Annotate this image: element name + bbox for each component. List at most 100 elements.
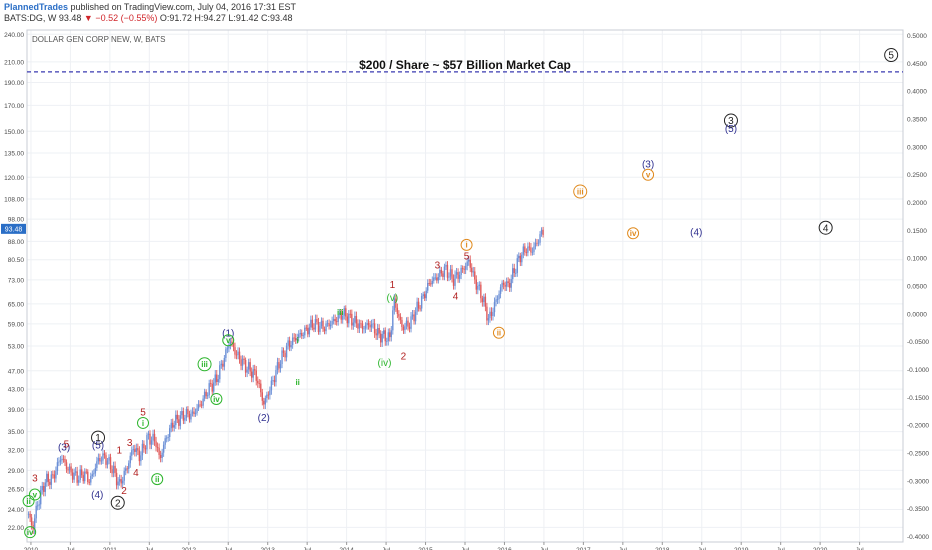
candle-body xyxy=(290,345,292,348)
time-tick-label: Jul xyxy=(777,547,786,550)
candle-body xyxy=(310,319,312,328)
candle-body xyxy=(320,320,323,326)
candle-body xyxy=(519,255,522,263)
candle-body xyxy=(152,433,154,441)
candle-body xyxy=(505,281,508,287)
publish-line: PlannedTrades published on TradingView.c… xyxy=(4,2,296,12)
candle-body xyxy=(250,371,253,378)
price-chart[interactable]: 240.00210.00190.00170.00150.00135.00120.… xyxy=(0,26,932,550)
candle-body xyxy=(270,380,273,391)
candle-body xyxy=(417,301,420,309)
candle-body xyxy=(525,252,528,253)
candle-body xyxy=(97,458,100,462)
wave-label: 3 xyxy=(728,116,734,127)
candle-body xyxy=(96,461,98,468)
candle-body xyxy=(334,318,336,322)
candle-body xyxy=(146,435,148,450)
wave-label: (1) xyxy=(222,328,234,339)
candle-body xyxy=(369,325,371,328)
candle-body xyxy=(442,273,444,277)
candle-body xyxy=(214,374,216,383)
candle-body xyxy=(56,462,59,471)
wave-label: iii xyxy=(337,308,344,317)
candle-body xyxy=(135,448,138,452)
candle-body xyxy=(58,461,60,463)
candle-body xyxy=(422,294,424,297)
candle-body xyxy=(516,258,518,273)
candle-body xyxy=(540,229,543,235)
candle-body xyxy=(384,330,386,342)
candle-body xyxy=(484,296,487,307)
candle-body xyxy=(358,323,361,329)
price-tick-label: 73.00 xyxy=(8,277,25,284)
candle-body xyxy=(275,370,277,383)
time-tick-label: Jul xyxy=(461,547,470,550)
candle-body xyxy=(102,453,104,461)
price-tick-label: 120.00 xyxy=(4,175,24,182)
candle-body xyxy=(413,314,415,322)
wave-label: i xyxy=(142,419,144,428)
candle-body xyxy=(351,313,353,326)
candle-body xyxy=(434,277,437,279)
percent-tick-label: -0.3500 xyxy=(907,506,929,513)
candle-body xyxy=(87,471,89,482)
candle-body xyxy=(153,433,156,442)
candle-body xyxy=(257,380,259,384)
left-price-axis[interactable]: 240.00 210.00 190.00 170.00 150.00 135.00 120.… xyxy=(4,32,24,532)
candle-body xyxy=(489,311,491,319)
candle-body xyxy=(524,246,526,253)
candle-body xyxy=(490,311,493,316)
candle-body xyxy=(410,316,412,329)
candle-body xyxy=(451,269,453,279)
wave-label: (4) xyxy=(690,228,702,239)
candle-body xyxy=(423,294,426,299)
candle-body xyxy=(534,242,537,247)
time-tick-label: Jul xyxy=(145,547,154,550)
percent-tick-label: 0.4500 xyxy=(907,61,927,68)
right-percent-axis[interactable]: 0.5000 0.4500 0.4000 0.3500 0.3000 0.2500 0.20… xyxy=(907,33,929,541)
candle-body xyxy=(264,398,267,405)
candle-body xyxy=(260,383,262,393)
wave-label: iii xyxy=(201,360,208,369)
price-tick-label: 47.00 xyxy=(8,368,25,375)
wave-label: 5 xyxy=(464,251,470,262)
candle-body xyxy=(266,394,268,399)
candle-body xyxy=(278,362,280,369)
candle-body xyxy=(401,319,403,328)
candle-body xyxy=(88,481,90,483)
candle-body xyxy=(165,437,168,439)
candle-body xyxy=(223,357,226,367)
wave-label: ii xyxy=(497,329,501,338)
candle-body xyxy=(209,383,212,384)
author-link[interactable]: PlannedTrades xyxy=(4,2,69,12)
wave-label: (3) xyxy=(58,442,70,453)
time-tick-label: 2018 xyxy=(655,547,670,550)
candle-body xyxy=(241,358,244,366)
candle-body xyxy=(390,330,393,338)
candle-body xyxy=(211,383,213,392)
candle-body xyxy=(91,474,94,477)
candle-body xyxy=(372,323,374,325)
candle-body xyxy=(502,282,505,285)
candle-body xyxy=(354,315,356,323)
candle-body xyxy=(301,332,303,336)
time-tick-label: 2011 xyxy=(103,547,117,550)
candle-body xyxy=(147,433,150,436)
candle-body xyxy=(261,392,263,401)
candle-body xyxy=(182,411,185,421)
price-tick-label: 170.00 xyxy=(4,103,24,110)
candle-body xyxy=(287,340,289,346)
time-tick-label: 2010 xyxy=(24,547,39,550)
candle-body xyxy=(285,345,288,358)
candle-body xyxy=(337,314,339,322)
time-axis[interactable]: 2010 Jul 2011 Jul 2012 Jul 2013 Jul 2014 Jul 2015 J… xyxy=(24,542,865,550)
candle-body xyxy=(531,251,534,253)
wave-label: v xyxy=(646,171,651,180)
candle-body xyxy=(108,457,110,461)
candle-body xyxy=(181,411,183,416)
candle-body xyxy=(483,296,485,303)
price-tick-label: 88.00 xyxy=(8,239,25,246)
candle-body xyxy=(530,247,532,253)
candle-body xyxy=(49,481,51,485)
candle-body xyxy=(379,333,382,343)
